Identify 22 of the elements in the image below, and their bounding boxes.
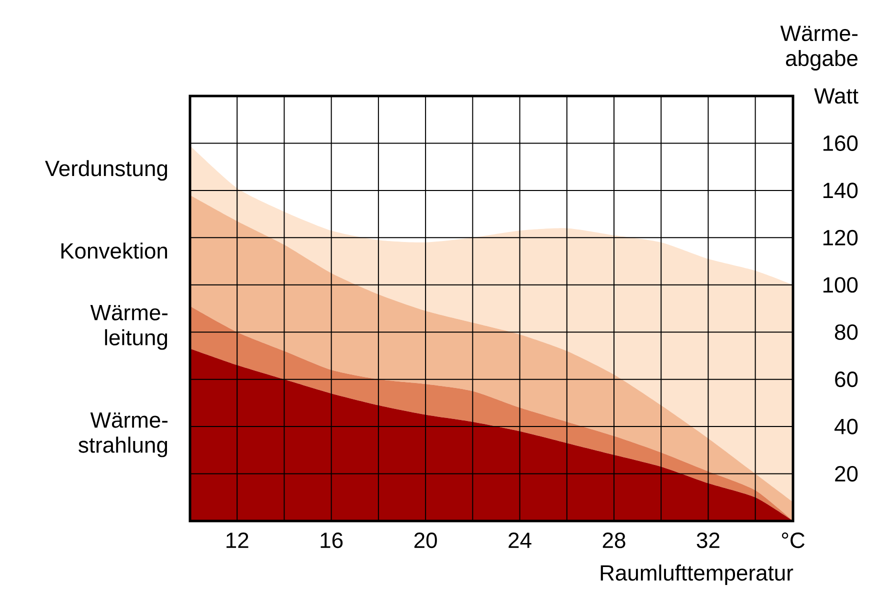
y-tick-label: 160 [823, 135, 858, 152]
x-tick-label: °C [782, 532, 805, 548]
y-axis-title: Wärme-abgabe [780, 26, 858, 70]
y-tick-label: 80 [834, 324, 858, 340]
series-label: Verdunstung [45, 160, 168, 181]
y-tick-label: 60 [835, 372, 858, 388]
y-tick-label: Watt [814, 88, 858, 104]
x-tick-label: 20 [414, 532, 437, 548]
y-tick-label: 20 [835, 466, 858, 482]
series-label: Wärme-leitung [90, 305, 168, 350]
series-label: Konvektion [61, 242, 168, 259]
y-tick-label: 120 [823, 230, 858, 246]
x-axis-title: Raumlufttemperatur [600, 564, 794, 586]
y-tick-label: 40 [834, 418, 858, 434]
series-label: Wärme-strahlung [78, 412, 168, 458]
y-tick-label: 100 [823, 277, 858, 293]
x-tick-label: 24 [508, 532, 532, 548]
x-tick-label: 32 [696, 532, 720, 548]
x-tick-label: 16 [320, 532, 343, 548]
y-tick-label: 140 [823, 182, 858, 198]
x-tick-label: 28 [602, 532, 626, 548]
x-tick-label: 12 [226, 532, 248, 548]
